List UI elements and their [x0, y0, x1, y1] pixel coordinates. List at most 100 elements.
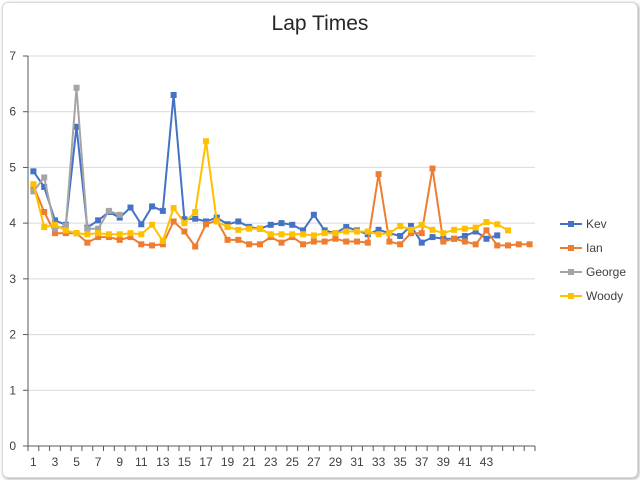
data-point: [483, 227, 490, 234]
data-point: [451, 235, 458, 242]
x-tick-label: 23: [264, 455, 278, 469]
data-point: [472, 224, 479, 231]
data-point: [224, 224, 231, 231]
data-point: [472, 228, 479, 235]
data-point: [181, 220, 188, 227]
data-point: [84, 231, 91, 238]
data-point: [375, 231, 382, 238]
x-tick-label: 19: [221, 455, 235, 469]
data-point: [41, 224, 48, 231]
data-point: [343, 224, 350, 231]
data-point: [138, 241, 145, 248]
data-point: [397, 222, 404, 229]
data-point: [51, 221, 58, 228]
legend: Kev Ian George Woody: [560, 217, 626, 303]
series-george: [30, 84, 123, 232]
data-point: [354, 228, 361, 235]
data-point: [300, 241, 307, 248]
data-point: [472, 241, 479, 248]
x-tick-label: 43: [480, 455, 494, 469]
data-point: [41, 209, 48, 215]
data-point: [181, 228, 188, 235]
data-point: [289, 231, 296, 238]
legend-swatch-marker: [568, 269, 574, 275]
data-point: [310, 211, 317, 218]
data-point: [332, 230, 339, 237]
data-point: [95, 234, 102, 241]
x-tick-label: 7: [95, 455, 102, 469]
data-point: [30, 188, 37, 195]
data-point: [51, 230, 58, 237]
data-point: [321, 230, 328, 237]
data-point: [461, 232, 468, 239]
data-point: [95, 230, 102, 237]
data-point: [289, 221, 296, 228]
data-point: [418, 230, 425, 237]
data-point: [105, 231, 112, 238]
data-point: [192, 209, 199, 215]
data-point: [149, 242, 156, 249]
data-point: [246, 241, 253, 248]
data-point: [407, 222, 414, 229]
data-point: [235, 218, 242, 225]
data-point: [375, 171, 382, 178]
data-point: [149, 221, 156, 228]
x-tick-label: 33: [372, 455, 386, 469]
data-point: [62, 227, 69, 234]
data-point: [321, 238, 328, 245]
data-point: [515, 241, 522, 248]
data-point: [526, 241, 533, 248]
series-woody: [30, 138, 512, 244]
data-point: [505, 242, 512, 249]
data-point: [84, 239, 91, 246]
data-point: [483, 219, 490, 226]
data-point: [149, 203, 156, 210]
data-point: [116, 231, 123, 238]
x-tick-label: 17: [199, 455, 213, 469]
gridlines: [28, 55, 535, 391]
legend-item-george: George: [560, 265, 626, 279]
legend-label: Woody: [586, 289, 623, 303]
data-point: [224, 236, 231, 243]
data-point: [407, 230, 414, 237]
data-point: [494, 242, 501, 249]
data-point: [418, 221, 425, 228]
y-tick-label: 7: [9, 49, 16, 63]
data-point: [407, 226, 414, 233]
y-tick-label: 5: [9, 160, 16, 174]
data-point: [170, 218, 177, 225]
data-point: [494, 221, 501, 228]
data-point: [73, 84, 80, 91]
data-point: [95, 225, 102, 232]
data-point: [127, 204, 134, 211]
data-point: [159, 241, 166, 248]
data-point: [256, 241, 263, 248]
data-point: [170, 205, 177, 212]
data-point: [138, 231, 145, 238]
data-point: [41, 174, 48, 181]
axes: [23, 55, 536, 451]
data-point: [310, 238, 317, 245]
data-point: [256, 225, 263, 232]
data-point: [429, 226, 436, 233]
x-tick-label: 35: [393, 455, 407, 469]
data-point: [51, 217, 58, 224]
data-point: [84, 225, 91, 232]
data-point: [300, 227, 307, 234]
legend-swatch-marker: [568, 245, 574, 251]
y-tick-label: 6: [9, 105, 16, 119]
data-point: [192, 243, 199, 250]
data-point: [95, 217, 102, 224]
data-point: [440, 238, 447, 245]
x-tick-label: 9: [116, 455, 123, 469]
data-point: [494, 232, 501, 239]
data-point: [159, 237, 166, 244]
data-point: [73, 230, 80, 237]
data-point: [202, 138, 209, 145]
legend-item-kev: Kev: [560, 217, 607, 231]
data-point: [451, 226, 458, 233]
data-point: [278, 231, 285, 238]
y-tick-label: 3: [9, 272, 16, 286]
data-point: [310, 232, 317, 239]
